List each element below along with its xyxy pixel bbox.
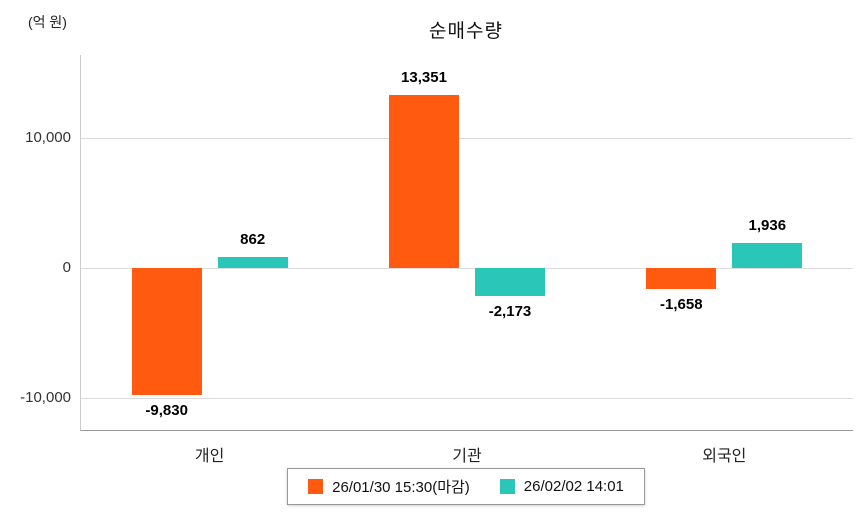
y-axis-unit-label: (억 원) bbox=[28, 14, 67, 30]
category-label: 기관 bbox=[452, 448, 482, 465]
category-label: 외국인 bbox=[702, 448, 747, 465]
bar-series2 bbox=[475, 267, 545, 296]
y-tick-label: 10,000 bbox=[25, 129, 71, 147]
bar-value-label: 1,936 bbox=[748, 216, 787, 234]
y-tick-label: -10,000 bbox=[20, 388, 71, 406]
y-tick-label: 0 bbox=[62, 258, 71, 276]
chart-title: 순매수량 bbox=[429, 21, 503, 42]
gridline bbox=[81, 267, 853, 269]
legend-box: 26/01/30 15:30(마감) 26/02/02 14:01 bbox=[287, 468, 645, 505]
legend-label: 26/01/30 15:30(마감) bbox=[332, 479, 470, 496]
bar-value-label: -2,173 bbox=[488, 302, 532, 320]
legend-item: 26/02/02 14:01 bbox=[499, 478, 624, 495]
legend-item: 26/01/30 15:30(마감) bbox=[308, 476, 470, 497]
bar-series2 bbox=[732, 242, 803, 268]
bar-series1 bbox=[646, 267, 717, 290]
bar-series2 bbox=[217, 256, 288, 268]
bar-value-label: 862 bbox=[240, 230, 266, 248]
legend-swatch bbox=[308, 479, 324, 494]
legend-label: 26/02/02 14:01 bbox=[523, 478, 624, 495]
bar-value-label: 13,351 bbox=[401, 68, 447, 86]
legend: 26/01/30 15:30(마감) 26/02/02 14:01 bbox=[80, 468, 852, 505]
category-label: 개인 bbox=[194, 448, 225, 465]
plot-area: 10,000 0 -10,000 개인 -9,830 862 기관 13,351 -2,173 외… bbox=[20, 55, 853, 465]
gridline bbox=[81, 397, 853, 399]
gridline bbox=[81, 138, 853, 140]
bar-value-label: -9,830 bbox=[145, 402, 188, 420]
bar-series1 bbox=[131, 267, 202, 396]
bar-value-label: -1,658 bbox=[660, 296, 703, 314]
legend-swatch bbox=[499, 479, 515, 494]
bar-series1 bbox=[389, 94, 459, 268]
